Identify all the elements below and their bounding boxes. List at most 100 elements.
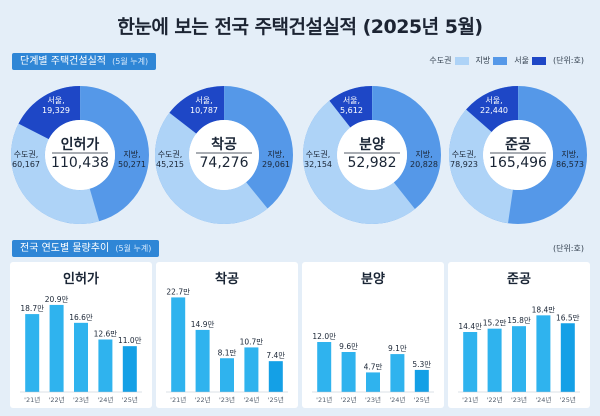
bar-panel-sale: 분양 12.0만 '21년 9.6만 '22년 4.7만 '23년 9.1만 '24년 5.3만… [302,262,444,408]
bar-1 [341,352,356,392]
tick-label-3: '24년 [243,395,259,404]
bar-chart-svg: 12.0만 '21년 9.6만 '22년 4.7만 '23년 9.1만 '24년 5.3만 '25… [312,332,434,404]
bar-label-4: 5.3만 [412,360,431,369]
section-header-trend: 전국 연도별 물량추이 (5월 누계) [12,240,160,257]
bar-3 [390,354,405,392]
slice-seoul [11,86,149,224]
local-label: 지방, 86,573 [556,150,584,169]
bar-label-2: 4.7만 [364,362,383,371]
donut-svg [303,85,441,224]
donut-hole [189,120,259,190]
bar-label-1: 20.9만 [45,295,69,304]
bar-panel-complete: 준공 14.4만 '21년 15.2만 '22년 15.8만 '23년 18.4만 '24년 1… [448,262,590,408]
tick-label-0: '21년 [462,395,478,404]
seoul-label: 서울, 19,329 [42,96,70,115]
bar-4 [268,361,283,392]
tick-label-0: '21년 [170,395,186,404]
metro-label: 수도권, 32,154 [304,150,332,169]
bar-label-0: 22.7만 [166,287,190,296]
tick-label-2: '23년 [365,395,381,404]
bar-1 [487,328,502,392]
bar-4 [122,346,137,392]
bar-label-2: 8.1만 [218,348,237,357]
donut-hole [337,120,407,190]
legend-swatch-metro [454,56,469,65]
legend-swatch-local [493,56,508,65]
bar-label-4: 7.4만 [266,351,285,360]
legend-item-metro: 수도권 [429,55,469,66]
legend-item-local: 지방 [476,55,508,66]
legend-swatch-seoul [531,56,546,65]
bar-0 [463,332,478,392]
bar-0 [171,297,186,392]
bar-label-1: 14.9만 [191,320,215,329]
bar-3 [536,315,551,392]
donut-permit: 서울, 19,329 수도권, 60,167 지방, 50,271 인허가 110,4… [10,80,150,230]
section-sub: (5월 누계) [115,244,152,253]
bar-4 [414,369,429,392]
local-label: 지방, 29,061 [262,150,290,169]
bar-label-3: 9.1만 [388,344,407,353]
tick-label-1: '22년 [341,395,357,404]
legend: 수도권 지방 서울 (단위:호) [429,55,584,66]
donut-sale: 서울, 5,612 수도권, 32,154 지방, 20,828 분양 52,982 [302,80,442,230]
donut-svg [449,86,587,224]
bar-3 [244,347,259,392]
legend-unit: (단위:호) [552,56,584,65]
slice-metro [449,86,587,224]
bar-label-0: 12.0만 [312,332,336,341]
tick-label-4: '25년 [268,395,284,404]
bar-2 [512,326,526,392]
page-title: 한눈에 보는 전국 주택건설실적 (2025년 5월) [117,16,483,38]
stage-total: 52,982 [347,155,397,171]
tick-label-2: '23년 [73,395,89,404]
stage-name: 착공 [211,137,237,153]
panel-title: 준공 [507,272,531,287]
panel-title: 분양 [361,272,385,287]
tick-label-1: '22년 [195,395,211,404]
tick-label-0: '21년 [24,395,40,404]
bar-label-2: 15.8만 [507,316,531,325]
stage-name: 분양 [359,137,385,153]
tick-label-1: '22년 [49,395,65,404]
bar-label-0: 18.7만 [20,304,44,313]
bar-panel-start: 착공 22.7만 '21년 14.9만 '22년 8.1만 '23년 10.7만 '24년 7.… [156,262,298,408]
section-label: 전국 연도별 물량추이 [20,243,110,254]
panel-title: 인허가 [63,272,99,287]
tick-label-2: '23년 [511,395,527,404]
tick-label-4: '25년 [560,395,576,404]
bar-2 [220,358,234,392]
bar-label-4: 11.0만 [118,336,142,345]
bar-label-1: 15.2만 [483,319,507,328]
bar-2 [74,322,88,392]
donut-hole [45,120,115,190]
bar-0 [317,342,332,392]
seoul-label: 서울, 5,612 [340,96,363,115]
bar-0 [25,314,40,392]
stage-name: 준공 [505,137,531,153]
trend-unit: (단위:호) [552,244,584,253]
metro-label: 수도권, 60,167 [12,150,40,169]
bar-label-2: 16.6만 [69,313,93,322]
legend-item-seoul: 서울 [514,55,546,66]
bar-label-3: 10.7만 [240,337,264,346]
bar-1 [49,304,64,392]
tick-label-1: '22년 [487,395,503,404]
stage-name: 인허가 [60,137,100,153]
tick-label-4: '25년 [122,395,138,404]
bar-1 [195,329,210,392]
donut-hole [483,120,553,190]
seoul-label: 서울, 10,787 [190,96,218,115]
bar-label-3: 12.6만 [94,330,118,339]
local-label: 지방, 20,828 [410,150,438,169]
tick-label-2: '23년 [219,395,235,404]
bar-panel-permit: 인허가 18.7만 '21년 20.9만 '22년 16.6만 '23년 12.6만 '24년… [10,262,152,408]
donut-start: 서울, 10,787 수도권, 45,215 지방, 29,061 착공 74,276 [154,80,294,230]
donut-svg [11,86,149,224]
bar-chart-svg: 18.7만 '21년 20.9만 '22년 16.6만 '23년 12.6만 '24년 11.0… [20,295,142,404]
panel-title: 착공 [215,272,239,287]
donut-svg [155,86,293,225]
donut-complete: 서울, 22,440 수도권, 78,923 지방, 86,573 준공 165,49… [448,80,588,230]
bar-2 [366,372,380,392]
slice-seoul [303,85,441,224]
